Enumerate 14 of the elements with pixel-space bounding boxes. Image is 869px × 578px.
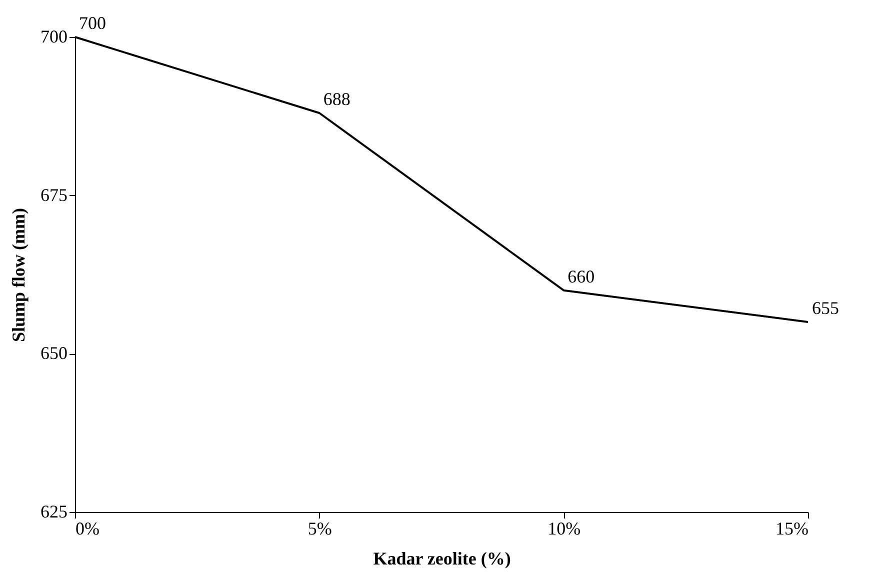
data-label: 688 (323, 89, 350, 109)
data-label: 700 (79, 13, 106, 33)
x-axis-title: Kadar zeolite (%) (373, 548, 511, 568)
x-tick-label: 0% (76, 518, 100, 538)
x-tick-label: 10% (548, 518, 581, 538)
y-tick-label: 650 (40, 343, 68, 364)
data-label: 660 (568, 266, 595, 286)
y-tick-label: 625 (40, 502, 68, 522)
y-tick-label: 700 (40, 26, 68, 46)
x-tick-label: 15% (776, 518, 808, 538)
y-axis-title: Slump flow (mm) (8, 208, 28, 342)
data-label: 655 (812, 298, 839, 318)
y-tick-label: 675 (40, 184, 68, 205)
x-tick-label: 5% (308, 518, 332, 538)
